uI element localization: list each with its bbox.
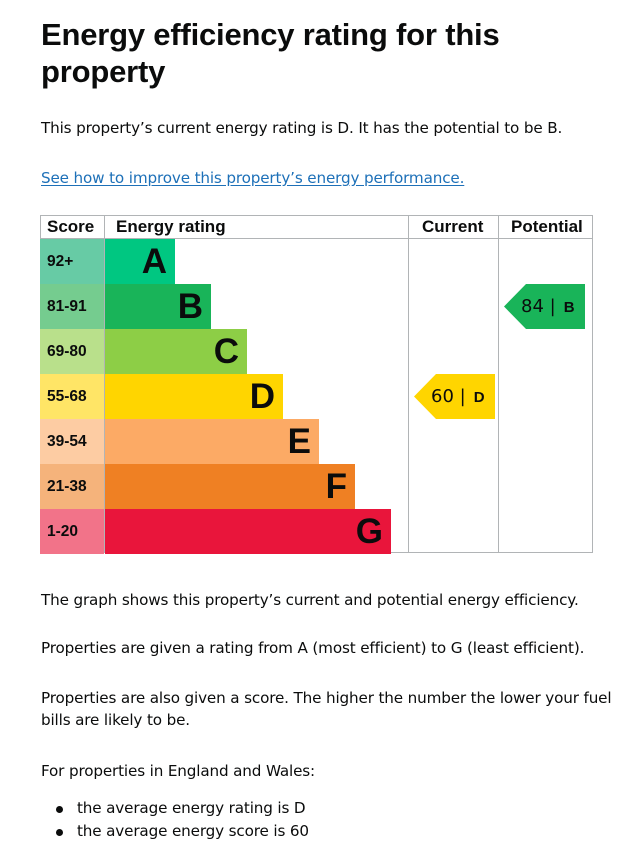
score-description-line2: bills are likely to be. (41, 711, 190, 729)
averages-list: the average energy rating is D the avera… (41, 797, 309, 843)
current-rating-arrow-separator: | (453, 386, 466, 407)
intro-text: This property’s current energy rating is… (41, 119, 563, 137)
rating-bar-c: C (105, 329, 247, 374)
score-cell-d: 55-68 (40, 374, 104, 419)
rating-bar-b: B (105, 284, 211, 329)
potential-rating-arrow-value: 84 (521, 296, 544, 317)
header-energy-rating: Energy rating (116, 217, 226, 236)
energy-rating-chart: Score Energy rating Current Potential 92… (40, 215, 594, 554)
rating-bar-g: G (105, 509, 391, 554)
divider-potential (498, 215, 499, 553)
improve-energy-link[interactable]: See how to improve this property’s energ… (41, 169, 465, 187)
score-cell-e: 39-54 (40, 419, 104, 464)
current-rating-arrow-value: 60 (431, 386, 454, 407)
header-current: Current (422, 217, 484, 236)
score-cell-c: 69-80 (40, 329, 104, 374)
divider-current (408, 215, 409, 553)
score-cell-g: 1-20 (40, 509, 104, 554)
score-cell-a: 92+ (40, 239, 104, 284)
list-item: the average energy rating is D (56, 797, 309, 820)
improve-link-wrapper: See how to improve this property’s energ… (41, 167, 464, 189)
score-cell-f: 21-38 (40, 464, 104, 509)
potential-rating-arrow-separator: | (543, 296, 556, 317)
rating-bar-d: D (105, 374, 283, 419)
rating-description: Properties are given a rating from A (mo… (41, 639, 585, 657)
header-score: Score (47, 217, 95, 236)
page-title: Energy efficiency rating for this proper… (41, 17, 500, 89)
rating-bar-a: A (105, 239, 175, 284)
header-divider (40, 238, 593, 239)
header-potential: Potential (511, 217, 583, 236)
potential-rating-arrow-band: B (563, 299, 575, 316)
rating-bar-e: E (105, 419, 319, 464)
current-rating-arrow-band: D (473, 389, 485, 406)
rating-bar-f: F (105, 464, 355, 509)
divider-score (104, 215, 105, 553)
graph-description: The graph shows this property’s current … (41, 591, 579, 609)
list-item: the average energy score is 60 (56, 820, 309, 843)
score-cell-b: 81-91 (40, 284, 104, 329)
england-wales-heading: For properties in England and Wales: (41, 762, 315, 780)
score-description-line1: Properties are also given a score. The h… (41, 689, 612, 707)
